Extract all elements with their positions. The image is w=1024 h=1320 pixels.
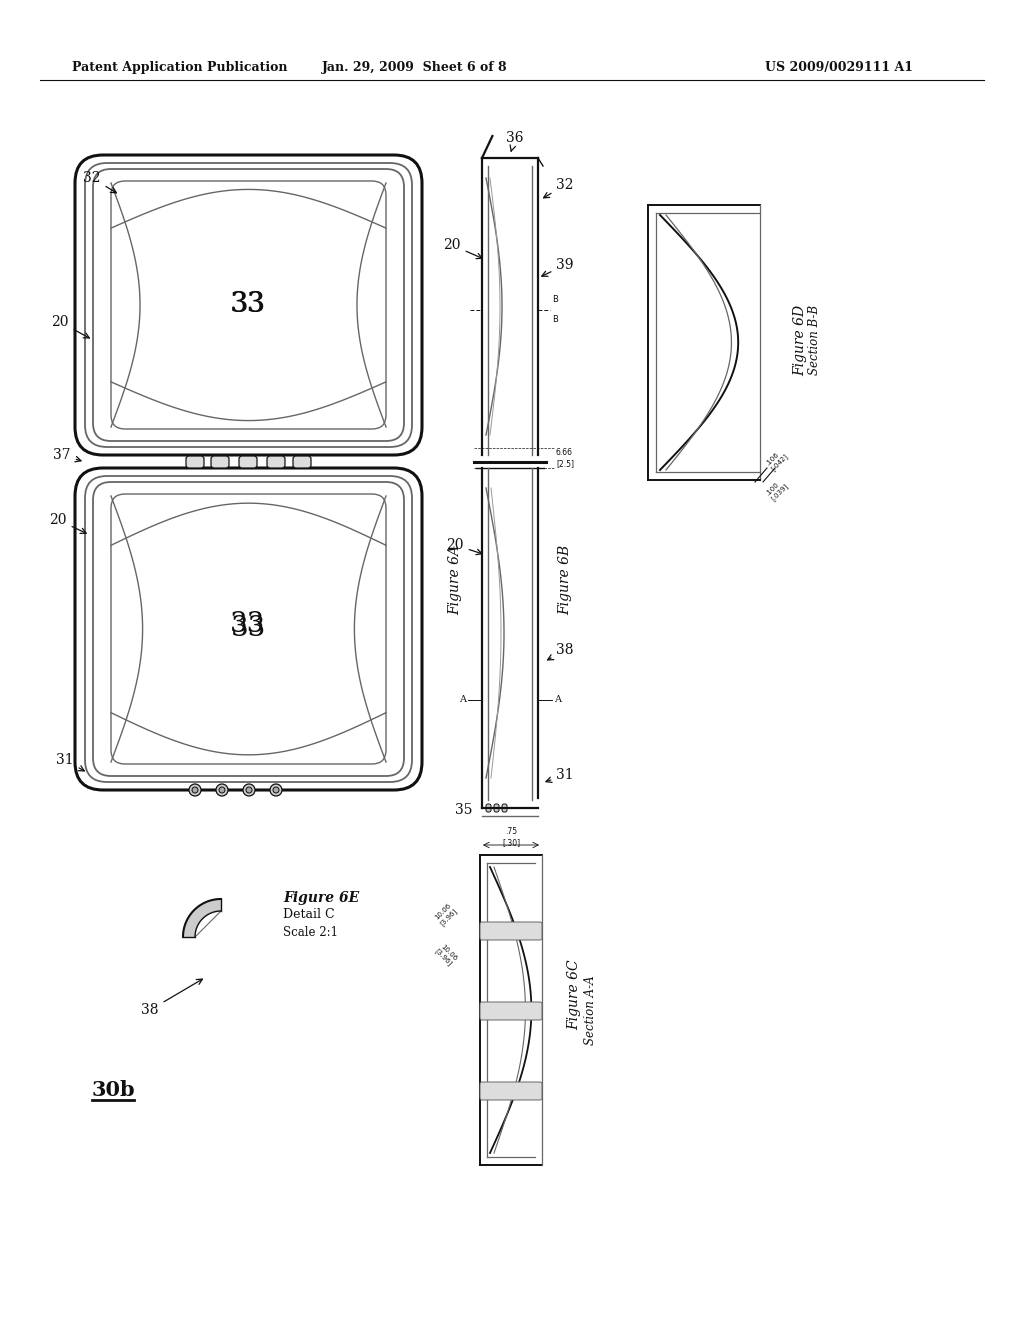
Text: 33: 33 (230, 292, 265, 318)
FancyBboxPatch shape (293, 455, 311, 469)
FancyBboxPatch shape (494, 804, 499, 812)
Text: B: B (552, 315, 558, 325)
Text: A: A (554, 696, 561, 705)
Text: Figure 6C: Figure 6C (567, 960, 581, 1031)
Text: Figure 6B: Figure 6B (558, 545, 572, 615)
Circle shape (243, 784, 255, 796)
Text: 10.06
[3.96]: 10.06 [3.96] (433, 942, 458, 968)
Text: 31: 31 (546, 768, 573, 783)
FancyBboxPatch shape (480, 1082, 542, 1100)
Text: 20: 20 (49, 513, 86, 533)
FancyBboxPatch shape (211, 455, 229, 469)
FancyBboxPatch shape (267, 455, 285, 469)
Text: Section A-A: Section A-A (584, 975, 597, 1045)
Text: .106
[.042]: .106 [.042] (765, 447, 790, 473)
Circle shape (246, 787, 252, 793)
Text: 33: 33 (230, 292, 266, 318)
Text: .75
[.30]: .75 [.30] (502, 828, 520, 846)
Text: .100
[.039]: .100 [.039] (765, 478, 790, 503)
Circle shape (273, 787, 279, 793)
Text: 33: 33 (230, 611, 265, 639)
Circle shape (219, 787, 225, 793)
Text: 35: 35 (456, 803, 473, 817)
FancyBboxPatch shape (239, 455, 257, 469)
Text: 30b: 30b (92, 1080, 135, 1100)
Text: Section B-B: Section B-B (809, 305, 821, 375)
Circle shape (189, 784, 201, 796)
FancyBboxPatch shape (502, 804, 507, 812)
Text: 20: 20 (51, 315, 89, 338)
Circle shape (270, 784, 282, 796)
Circle shape (216, 784, 228, 796)
Polygon shape (183, 899, 221, 937)
Text: A: A (459, 696, 466, 705)
Text: Detail C: Detail C (283, 908, 335, 921)
Text: 32: 32 (544, 178, 573, 198)
FancyBboxPatch shape (186, 455, 204, 469)
FancyBboxPatch shape (480, 921, 542, 940)
Text: Figure 6A: Figure 6A (449, 545, 462, 615)
Circle shape (193, 787, 198, 793)
FancyBboxPatch shape (480, 1002, 542, 1020)
Text: 32: 32 (83, 172, 117, 193)
Text: Figure 6E: Figure 6E (283, 891, 359, 906)
Text: 37: 37 (53, 447, 81, 462)
Text: 38: 38 (141, 979, 203, 1016)
Text: 33: 33 (230, 615, 266, 643)
Text: B: B (552, 296, 558, 305)
Text: Figure 6D: Figure 6D (793, 305, 807, 376)
Text: 6.66
[2.5]: 6.66 [2.5] (556, 449, 574, 467)
Text: 36: 36 (506, 131, 523, 150)
Text: 39: 39 (542, 257, 573, 276)
FancyBboxPatch shape (486, 804, 490, 812)
Text: US 2009/0029111 A1: US 2009/0029111 A1 (765, 62, 913, 74)
Text: 38: 38 (548, 643, 573, 660)
Text: Patent Application Publication: Patent Application Publication (72, 62, 288, 74)
Text: Jan. 29, 2009  Sheet 6 of 8: Jan. 29, 2009 Sheet 6 of 8 (323, 62, 508, 74)
Text: 20: 20 (443, 238, 482, 259)
Text: 31: 31 (56, 752, 84, 771)
Text: Scale 2:1: Scale 2:1 (283, 925, 338, 939)
Text: 20: 20 (446, 539, 482, 554)
Text: 10.06
[3.96]: 10.06 [3.96] (433, 903, 458, 928)
